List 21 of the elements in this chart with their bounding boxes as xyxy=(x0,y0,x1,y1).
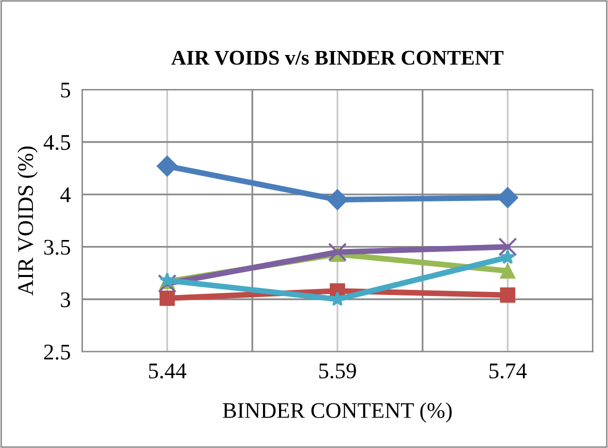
point xyxy=(160,290,175,306)
y-tick-label: 2.5 xyxy=(44,344,70,360)
x-tick-label: 5.44 xyxy=(149,364,186,379)
y-tick-label: 4.5 xyxy=(44,135,70,150)
point xyxy=(498,237,518,256)
point xyxy=(328,242,347,262)
x-tick-label: 5.59 xyxy=(319,363,356,379)
x-tick-label: 5.74 xyxy=(490,364,527,379)
y-tick-label: 4 xyxy=(60,188,71,202)
y-tick-label: 5 xyxy=(61,82,70,98)
point xyxy=(156,156,178,177)
x-axis-title: BINDER CONTENT (%) xyxy=(222,402,452,423)
y-tick-label: 3.5 xyxy=(44,240,70,255)
y-tick-label: 3 xyxy=(60,292,70,308)
chart-title: AIR VOIDS v/s BINDER CONTENT xyxy=(171,50,504,65)
point xyxy=(158,274,177,293)
point xyxy=(326,189,348,210)
point xyxy=(500,249,516,264)
point xyxy=(500,287,516,303)
y-axis-title: AIR VOIDS (%) xyxy=(17,146,38,296)
point xyxy=(500,263,516,279)
